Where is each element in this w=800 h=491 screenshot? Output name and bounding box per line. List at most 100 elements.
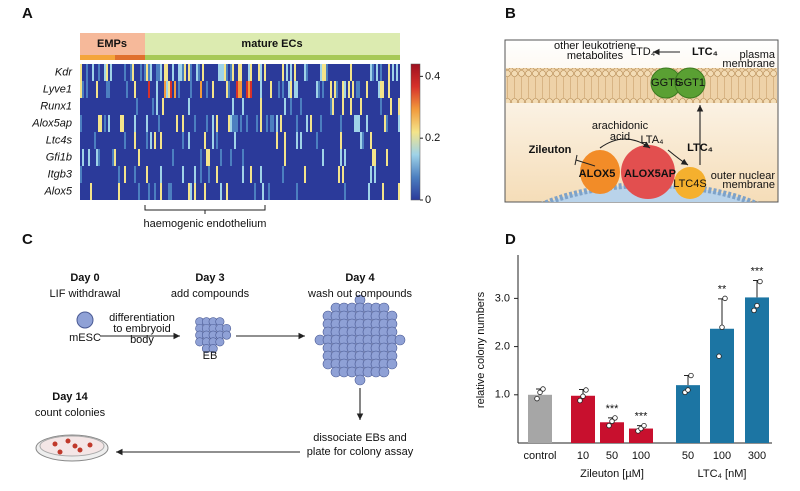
heat-cell <box>268 81 270 98</box>
colony <box>65 438 71 444</box>
y-axis-label: relative colony numbers <box>475 291 487 408</box>
heat-cell <box>200 149 202 166</box>
heat-cell <box>230 149 232 166</box>
heat-cell <box>154 64 156 81</box>
heat-cell <box>108 115 110 132</box>
heat-cell <box>164 64 166 81</box>
label: Day 0 <box>70 272 99 284</box>
label: arachidonic <box>592 120 649 132</box>
label: 100 <box>713 450 731 462</box>
cell <box>378 366 390 378</box>
heat-cell <box>144 115 146 132</box>
heat-cell <box>144 149 146 166</box>
heat-cell <box>228 115 230 132</box>
colony <box>52 441 58 447</box>
heat-cell <box>342 98 344 115</box>
heat-cell <box>376 64 378 81</box>
heat-cell <box>228 81 230 98</box>
heat-cell <box>150 132 152 149</box>
heat-cell <box>260 98 262 115</box>
colony <box>72 443 78 449</box>
label: plasma <box>740 49 776 61</box>
heat-cell <box>170 183 172 200</box>
heat-cell <box>166 64 168 81</box>
heat-cell <box>288 81 290 98</box>
heat-cell <box>268 183 270 200</box>
label: Zileuton [µM] <box>580 468 644 480</box>
heat-cell <box>198 64 200 81</box>
heat-cell <box>328 64 330 81</box>
label: Day 14 <box>52 391 88 403</box>
heat-cell <box>298 115 300 132</box>
protocol-diagram <box>35 294 406 462</box>
heat-cell <box>134 115 136 132</box>
heat-cell <box>154 183 156 200</box>
heat-cell <box>336 81 338 98</box>
heat-cell <box>120 115 122 132</box>
heat-cell <box>258 64 260 81</box>
label: to embryoid <box>113 323 170 335</box>
heat-cell <box>150 98 152 115</box>
heat-cell <box>88 81 90 98</box>
heat-cell <box>362 64 364 81</box>
heat-cell <box>118 166 120 183</box>
heat-cell <box>328 149 330 166</box>
heat-cell <box>380 81 382 98</box>
data-point <box>609 418 615 425</box>
heat-cell <box>316 132 318 149</box>
heat-cell <box>140 115 142 132</box>
heat-cell <box>132 81 134 98</box>
heat-cell <box>208 166 210 183</box>
heat-cell <box>350 98 352 115</box>
heat-row <box>80 149 400 166</box>
heat-cell <box>394 81 396 98</box>
heat-cell <box>150 64 152 81</box>
heat-cell <box>114 115 116 132</box>
heat-cell <box>380 64 382 81</box>
label: 0 <box>425 194 431 206</box>
heat-cell <box>390 115 392 132</box>
heat-cell <box>168 98 170 115</box>
heat-cell <box>114 132 116 149</box>
heat-cell <box>282 115 284 132</box>
bar <box>676 385 700 443</box>
heat-cell <box>204 183 206 200</box>
label: Alox5ap <box>31 117 72 129</box>
heat-cell <box>128 166 130 183</box>
label: Itgb3 <box>48 168 73 180</box>
heat-cell <box>188 132 190 149</box>
heat-cell <box>382 81 384 98</box>
heat-cell <box>160 132 162 149</box>
label: control <box>523 450 556 462</box>
heat-cell <box>84 81 86 98</box>
heat-cell <box>380 166 382 183</box>
heat-cell <box>82 149 84 166</box>
label: GGT5 <box>651 77 681 89</box>
heat-cell <box>148 81 150 98</box>
heat-cell <box>392 166 394 183</box>
heat-cell <box>322 132 324 149</box>
heat-cell <box>296 81 298 98</box>
heat-cell <box>234 115 236 132</box>
heat-cell <box>364 183 366 200</box>
heat-cell <box>182 81 184 98</box>
heat-cell <box>274 64 276 81</box>
heat-cell <box>182 132 184 149</box>
heat-cell <box>368 64 370 81</box>
heat-cell <box>156 98 158 115</box>
heat-cell <box>238 115 240 132</box>
heat-cell <box>386 149 388 166</box>
heat-cell <box>162 98 164 115</box>
heat-cell <box>222 81 224 98</box>
data-point <box>612 415 618 421</box>
heat-cell <box>182 115 184 132</box>
label: haemogenic endothelium <box>144 218 267 230</box>
heat-cell <box>332 64 334 81</box>
heat-cell <box>354 115 356 132</box>
label: LIF withdrawal <box>50 288 121 300</box>
heat-cell <box>160 166 162 183</box>
heat-cell <box>300 132 302 149</box>
heat-cell <box>278 81 280 98</box>
heat-cell <box>326 166 328 183</box>
heat-cell <box>306 115 308 132</box>
